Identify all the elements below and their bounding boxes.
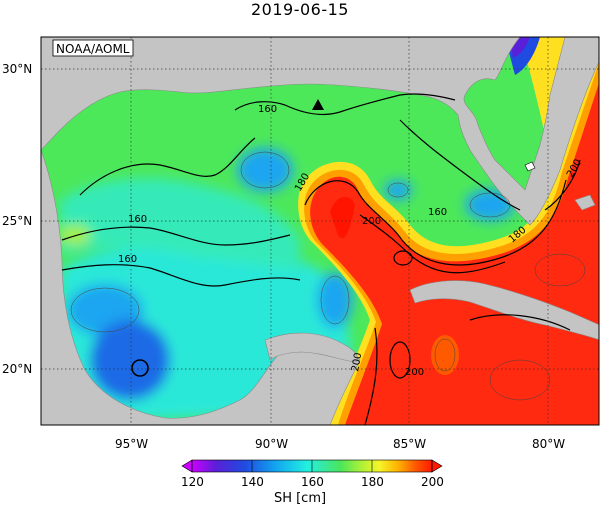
- lon-label: 85°W: [393, 437, 426, 451]
- contour-label: 200: [362, 216, 381, 227]
- source-label-box: [52, 39, 134, 57]
- contours: [61, 93, 581, 425]
- colorbar: 120 140 160 180 200: [181, 459, 444, 489]
- colorbar-tick: 140: [241, 475, 264, 489]
- lon-label: 90°W: [255, 437, 288, 451]
- lat-label: 25°N: [2, 214, 32, 228]
- map-frame: [40, 36, 600, 426]
- lat-label: 30°N: [2, 62, 32, 76]
- lon-label: 80°W: [532, 437, 565, 451]
- land: [41, 37, 599, 425]
- lon-label: 95°W: [115, 437, 148, 451]
- source-label: NOAA/AOML: [56, 42, 130, 56]
- map-title: 2019-06-15: [251, 0, 349, 19]
- colorbar-tick: 180: [361, 475, 384, 489]
- contour-label: 160: [428, 207, 447, 218]
- colorbar-unit-label: SH [cm]: [273, 491, 327, 506]
- colorbar-tick: 120: [181, 475, 204, 489]
- contour-label: 160: [258, 104, 277, 115]
- contour-label: 200: [405, 367, 424, 378]
- thin-contours: [70, 151, 586, 401]
- contour-label: 160: [118, 254, 137, 265]
- loop-current: [298, 39, 599, 425]
- colorbar-tick: 160: [301, 475, 324, 489]
- triangle-marker[interactable]: [312, 99, 324, 110]
- gridlines: [41, 37, 599, 425]
- lat-label: 20°N: [2, 362, 32, 376]
- colorbar-tick: 200: [421, 475, 444, 489]
- contour-label: 160: [128, 214, 147, 225]
- contour-label: 200: [350, 352, 364, 373]
